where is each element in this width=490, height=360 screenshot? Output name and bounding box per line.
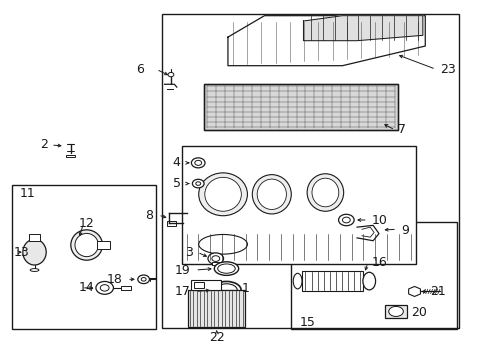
Text: 9: 9 bbox=[401, 224, 409, 237]
Ellipse shape bbox=[199, 234, 247, 254]
Bar bbox=[192, 280, 220, 291]
Circle shape bbox=[411, 289, 418, 294]
Text: 21: 21 bbox=[430, 285, 446, 298]
Bar bbox=[215, 290, 238, 298]
Ellipse shape bbox=[257, 179, 287, 210]
Bar bbox=[302, 271, 364, 292]
Text: 17: 17 bbox=[174, 285, 191, 298]
Bar bbox=[29, 234, 40, 241]
Ellipse shape bbox=[30, 269, 39, 271]
Ellipse shape bbox=[23, 239, 46, 265]
Ellipse shape bbox=[71, 230, 102, 260]
Ellipse shape bbox=[75, 233, 98, 257]
Circle shape bbox=[343, 217, 350, 223]
Bar bbox=[12, 185, 156, 329]
Text: 4: 4 bbox=[173, 156, 181, 169]
Polygon shape bbox=[228, 16, 425, 66]
Circle shape bbox=[196, 182, 201, 185]
Text: 11: 11 bbox=[20, 187, 36, 200]
Bar bbox=[121, 286, 131, 290]
Text: 8: 8 bbox=[146, 208, 153, 221]
Circle shape bbox=[138, 275, 149, 284]
Circle shape bbox=[195, 160, 202, 165]
Text: 5: 5 bbox=[172, 177, 181, 190]
Text: 14: 14 bbox=[78, 282, 94, 294]
Text: 20: 20 bbox=[411, 306, 426, 319]
Bar bbox=[203, 84, 398, 130]
Bar bbox=[195, 282, 204, 288]
Text: 22: 22 bbox=[209, 332, 224, 345]
Text: 7: 7 bbox=[398, 123, 407, 136]
Ellipse shape bbox=[199, 173, 247, 216]
Circle shape bbox=[192, 158, 205, 168]
Ellipse shape bbox=[389, 306, 403, 316]
Text: 16: 16 bbox=[372, 256, 388, 269]
Bar bbox=[291, 222, 457, 329]
Ellipse shape bbox=[252, 175, 291, 214]
Bar bbox=[66, 155, 75, 157]
Circle shape bbox=[96, 282, 114, 294]
Text: 1: 1 bbox=[242, 282, 250, 295]
Bar bbox=[212, 262, 219, 265]
Ellipse shape bbox=[307, 174, 343, 211]
Bar bbox=[98, 242, 110, 249]
Circle shape bbox=[168, 72, 174, 77]
Ellipse shape bbox=[312, 178, 339, 207]
Text: 13: 13 bbox=[14, 246, 29, 258]
Circle shape bbox=[100, 285, 109, 291]
Text: 6: 6 bbox=[136, 63, 144, 76]
Ellipse shape bbox=[212, 282, 241, 298]
Text: 3: 3 bbox=[185, 246, 193, 258]
Ellipse shape bbox=[218, 264, 235, 273]
Text: 12: 12 bbox=[78, 217, 94, 230]
Ellipse shape bbox=[216, 284, 237, 296]
Bar bbox=[188, 290, 245, 327]
Circle shape bbox=[208, 253, 223, 264]
Text: 19: 19 bbox=[174, 264, 191, 276]
Text: 15: 15 bbox=[299, 316, 316, 329]
Ellipse shape bbox=[214, 262, 239, 275]
Bar bbox=[182, 146, 416, 264]
Text: 10: 10 bbox=[372, 213, 388, 226]
Bar bbox=[203, 84, 398, 130]
Text: 18: 18 bbox=[106, 273, 122, 286]
Ellipse shape bbox=[293, 273, 302, 289]
Circle shape bbox=[193, 179, 204, 188]
Ellipse shape bbox=[205, 177, 242, 211]
Text: 23: 23 bbox=[440, 63, 456, 76]
Text: 2: 2 bbox=[40, 139, 48, 152]
Bar bbox=[162, 14, 460, 328]
Circle shape bbox=[339, 214, 354, 226]
Circle shape bbox=[141, 278, 146, 281]
Circle shape bbox=[212, 256, 220, 261]
Ellipse shape bbox=[363, 272, 375, 290]
Bar bbox=[167, 221, 176, 226]
Polygon shape bbox=[303, 16, 423, 41]
Bar bbox=[385, 305, 407, 318]
